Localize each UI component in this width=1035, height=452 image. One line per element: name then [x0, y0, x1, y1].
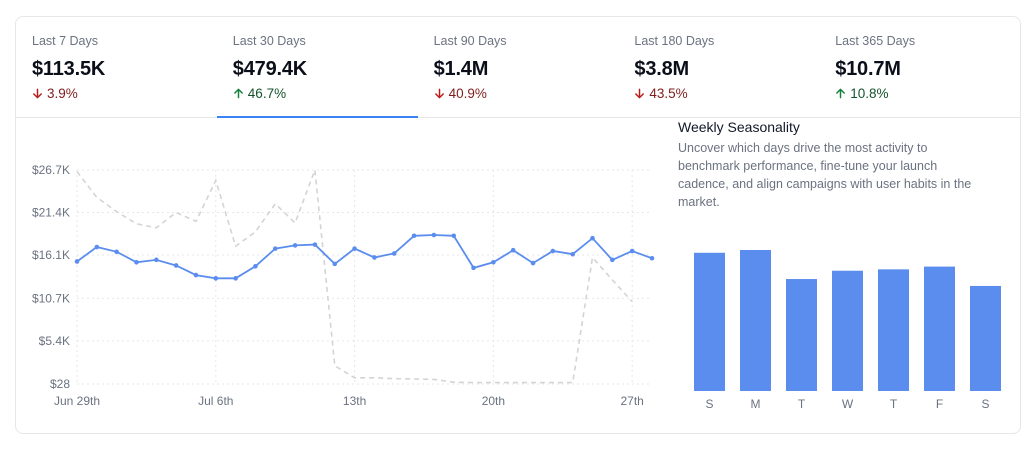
tab-change-value: 3.9%	[47, 86, 78, 101]
seasonality-panel: Weekly Seasonality Uncover which days dr…	[678, 118, 998, 211]
x-tick-label: 13th	[343, 394, 366, 408]
data-point[interactable]	[451, 233, 457, 239]
arrow-up-icon	[835, 88, 846, 99]
x-tick-label: Jul 6th	[198, 394, 233, 408]
arrow-down-icon	[634, 88, 645, 99]
data-point[interactable]	[193, 272, 199, 278]
tab-label: Last 30 Days	[232, 34, 306, 48]
weekday-label: T	[798, 397, 806, 411]
data-point[interactable]	[411, 233, 417, 239]
data-point[interactable]	[213, 276, 219, 281]
tab-change: 3.9%	[32, 85, 217, 102]
data-point[interactable]	[312, 242, 318, 247]
tab-label: Last 90 Days	[433, 34, 507, 48]
weekday-label: F	[936, 397, 943, 411]
tab-last-90-days[interactable]: Last 90 Days $1.4M 40.9%	[418, 17, 619, 117]
data-point[interactable]	[491, 259, 496, 265]
tab-change-value: 40.9%	[448, 86, 487, 101]
data-point[interactable]	[391, 251, 397, 256]
tab-last-7-days[interactable]: Last 7 Days $113.5K 3.9%	[16, 17, 217, 117]
tab-change-value: 46.7%	[247, 86, 287, 101]
seasonality-description: Uncover which days drive the most activi…	[678, 141, 972, 209]
x-tick-label: 27th	[620, 394, 643, 408]
tab-value: $3.8M	[634, 58, 689, 80]
tab-change: 46.7%	[233, 85, 418, 102]
weekday-label: W	[842, 397, 854, 411]
data-point[interactable]	[253, 263, 258, 269]
data-point[interactable]	[629, 248, 635, 254]
tab-label: Last 7 Days	[32, 34, 99, 48]
x-tick-label: 20th	[482, 394, 505, 408]
data-point[interactable]	[134, 259, 139, 265]
data-point[interactable]	[649, 255, 655, 261]
tab-label: Last 180 Days	[634, 34, 715, 48]
data-point[interactable]	[154, 257, 159, 263]
x-tick-label: Jun 29th	[54, 394, 100, 408]
arrow-up-icon	[233, 88, 244, 99]
weekday-bar[interactable]	[970, 285, 1001, 391]
y-tick-label: $21.4K	[32, 206, 70, 220]
data-point[interactable]	[372, 255, 377, 260]
period-tabs: Last 7 Days $113.5K 3.9% Last 30 Days $479.4…	[16, 17, 1020, 118]
tab-change-value: 10.8%	[850, 86, 889, 101]
tab-change: 40.9%	[434, 85, 619, 102]
weekday-bar[interactable]	[786, 279, 817, 391]
tab-value: $10.7M	[835, 58, 901, 80]
weekday-bar[interactable]	[694, 252, 725, 391]
weekday-label: T	[890, 397, 898, 411]
data-point[interactable]	[233, 276, 238, 281]
y-tick-label: $16.1K	[32, 248, 70, 262]
revenue-line-chart: $26.7K $21.4K $16.1K $10.7K $5.4K $28 Jun 29th…	[32, 163, 655, 408]
y-tick-label: $28	[50, 377, 70, 391]
data-point[interactable]	[74, 259, 80, 264]
tab-value: $113.5K	[32, 58, 106, 80]
arrow-down-icon	[32, 88, 43, 99]
y-tick-label: $10.7K	[32, 291, 70, 305]
tab-last-365-days[interactable]: Last 365 Days $10.7M 10.8%	[819, 17, 1020, 117]
tab-change: 10.8%	[835, 85, 1020, 102]
tab-label: Last 365 Days	[835, 34, 916, 48]
arrow-down-icon	[434, 88, 445, 99]
weekday-label: S	[981, 397, 989, 411]
weekday-bar[interactable]	[924, 266, 955, 391]
revenue-card: Last 7 Days $113.5K 3.9% Last 30 Days $479.4…	[15, 16, 1021, 434]
tab-change-value: 43.5%	[649, 86, 688, 101]
seasonality-title: Weekly Seasonality	[678, 119, 800, 135]
weekday-bar[interactable]	[740, 250, 771, 391]
tab-last-30-days[interactable]: Last 30 Days $479.4K 46.7%	[216, 17, 418, 118]
data-point[interactable]	[332, 261, 338, 267]
data-point[interactable]	[431, 232, 437, 238]
data-point[interactable]	[173, 263, 179, 268]
weekday-label: S	[705, 397, 713, 411]
data-point[interactable]	[272, 246, 278, 251]
data-point[interactable]	[530, 260, 536, 266]
data-point[interactable]	[94, 244, 100, 250]
data-point[interactable]	[471, 265, 476, 271]
data-point[interactable]	[510, 247, 516, 253]
current-period-line	[76, 234, 653, 280]
weekday-label: M	[751, 397, 761, 411]
tab-change: 43.5%	[634, 85, 819, 102]
data-point[interactable]	[292, 243, 298, 248]
previous-period-line	[76, 169, 633, 384]
tab-value: $1.4M	[433, 58, 489, 80]
data-point[interactable]	[610, 257, 615, 263]
tab-value: $479.4K	[232, 58, 308, 80]
y-tick-label: $5.4K	[39, 334, 70, 348]
tab-last-180-days[interactable]: Last 180 Days $3.8M 43.5%	[618, 17, 819, 117]
y-tick-label: $26.7K	[32, 163, 70, 177]
data-point[interactable]	[570, 251, 575, 257]
data-point[interactable]	[114, 249, 119, 255]
data-point[interactable]	[550, 248, 556, 254]
data-point[interactable]	[352, 246, 357, 251]
data-point[interactable]	[590, 235, 595, 241]
weekday-bar[interactable]	[832, 270, 863, 391]
weekday-bar[interactable]	[878, 269, 909, 391]
